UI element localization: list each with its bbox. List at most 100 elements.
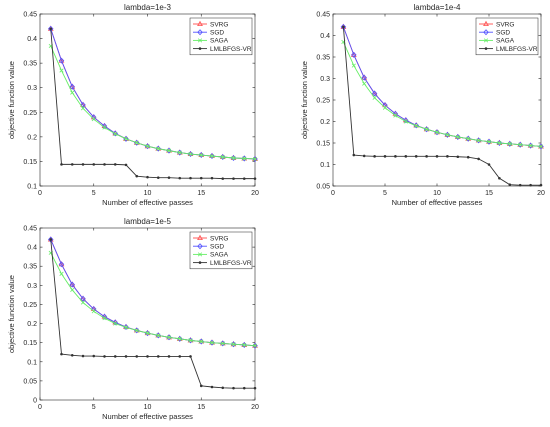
y-tick-label: 0.25 <box>316 98 330 105</box>
data-point <box>209 153 215 159</box>
data-point <box>465 135 471 142</box>
legend-marker <box>197 234 203 240</box>
data-point <box>199 152 204 158</box>
data-point <box>156 333 161 338</box>
series-saga <box>48 250 258 348</box>
legend-marker <box>483 38 489 43</box>
data-point <box>403 117 409 124</box>
data-point <box>529 183 532 187</box>
x-tick-label: 15 <box>197 404 205 411</box>
y-tick-label: 0.45 <box>316 12 330 19</box>
data-point <box>113 321 118 326</box>
data-point <box>146 175 149 179</box>
x-tick-label: 5 <box>92 404 96 411</box>
data-point <box>209 153 215 160</box>
data-point <box>209 339 215 346</box>
data-point <box>373 155 376 158</box>
data-point <box>414 155 418 158</box>
data-point <box>210 385 214 389</box>
y-tick-label: 0.35 <box>23 61 37 68</box>
data-point <box>80 101 86 107</box>
series-saga <box>48 43 258 162</box>
chart-panel-3: lambda=1e-5 0 5 10 15 20 0 0.05 0.1 0.15 0.2 0.25 0.… <box>7 217 259 421</box>
data-point <box>199 176 203 180</box>
data-point <box>135 355 139 358</box>
legend-marker <box>197 252 203 257</box>
data-point <box>445 132 450 137</box>
y-tick-label: 0.05 <box>23 378 37 385</box>
chart-panel-1: lambda=1e-3 0 5 10 15 20 0.1 0.15 0.2 0.25 0.3 0.35… <box>7 3 259 207</box>
y-axis-label: objective function value <box>7 61 16 139</box>
series-line <box>342 26 541 186</box>
legend-marker <box>197 38 203 43</box>
data-point <box>455 133 461 140</box>
data-point <box>70 90 75 95</box>
x-tick-label: 20 <box>251 404 259 411</box>
y-tick-label: 0 <box>33 398 37 405</box>
data-point <box>507 140 513 147</box>
series-line <box>50 28 255 180</box>
chart-title: lambda=1e-5 <box>124 217 171 226</box>
x-axis-label: Number of effective passes <box>102 412 193 421</box>
legend-marker <box>197 29 203 36</box>
data-point <box>80 106 86 111</box>
data-point <box>350 51 357 57</box>
x-tick-label: 5 <box>383 190 387 197</box>
x-tick-label: 15 <box>197 190 205 197</box>
data-point <box>166 335 172 340</box>
data-point <box>435 155 439 158</box>
y-tick-label: 0.4 <box>27 36 37 43</box>
x-tick-label: 20 <box>251 190 259 197</box>
data-point <box>58 261 65 268</box>
data-point <box>70 353 74 357</box>
data-point <box>167 176 171 179</box>
y-tick-label: 0.35 <box>316 55 330 62</box>
data-point <box>455 134 460 140</box>
legend-entry: LMLBFGS-VR <box>210 260 252 267</box>
legend-marker <box>198 47 202 50</box>
series-lmlbfgs-vr <box>49 27 257 180</box>
legend-marker <box>197 20 203 26</box>
series-line <box>50 239 255 389</box>
y-tick-label: 0.1 <box>27 184 37 191</box>
legend-entry: SGD <box>496 30 510 37</box>
data-point <box>372 95 377 100</box>
data-point <box>241 155 247 162</box>
data-point <box>155 145 161 152</box>
x-tick-label: 10 <box>144 190 152 197</box>
data-point <box>518 142 523 147</box>
x-tick-label: 5 <box>92 190 96 197</box>
data-point <box>527 142 534 149</box>
data-point <box>124 163 128 167</box>
data-point <box>466 136 471 141</box>
data-point <box>242 342 247 348</box>
legend-marker <box>483 29 489 36</box>
chart-panel-2: lambda=1e-4 0 5 10 15 20 0.05 0.1 0.15 0.2 0.25 0.3… <box>300 3 545 207</box>
data-point <box>351 63 356 68</box>
data-point <box>178 355 182 358</box>
legend-entry: SVRG <box>496 21 514 28</box>
x-tick-label: 10 <box>433 190 441 197</box>
data-point <box>167 355 171 358</box>
data-point <box>253 177 257 180</box>
data-point <box>221 177 225 180</box>
legend-entry: SAGA <box>210 38 229 45</box>
legend-entry: SVRG <box>210 235 228 242</box>
data-point <box>90 305 97 312</box>
data-point <box>91 309 96 314</box>
legend-entry: LMLBFGS-VR <box>210 46 252 53</box>
data-point <box>220 341 225 346</box>
data-point <box>134 140 139 145</box>
y-tick-label: 0.3 <box>27 85 37 92</box>
data-point <box>198 152 204 159</box>
data-point <box>209 340 215 345</box>
data-point <box>371 90 378 96</box>
legend-entry: SVRG <box>210 21 228 28</box>
data-point <box>242 386 246 390</box>
y-tick-label: 0.35 <box>23 264 37 271</box>
data-point <box>113 355 117 358</box>
data-point <box>414 123 419 128</box>
